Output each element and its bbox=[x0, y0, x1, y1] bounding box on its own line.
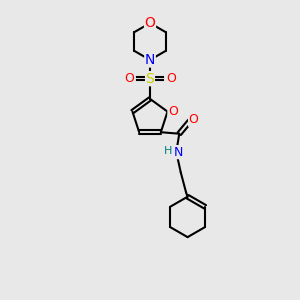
Text: H: H bbox=[164, 146, 172, 156]
Text: O: O bbox=[168, 105, 178, 118]
Text: O: O bbox=[124, 72, 134, 85]
Text: S: S bbox=[146, 72, 154, 86]
Text: N: N bbox=[174, 146, 183, 159]
Text: O: O bbox=[189, 113, 199, 126]
Text: O: O bbox=[166, 72, 176, 85]
Text: N: N bbox=[145, 53, 155, 67]
Text: O: O bbox=[145, 16, 155, 30]
